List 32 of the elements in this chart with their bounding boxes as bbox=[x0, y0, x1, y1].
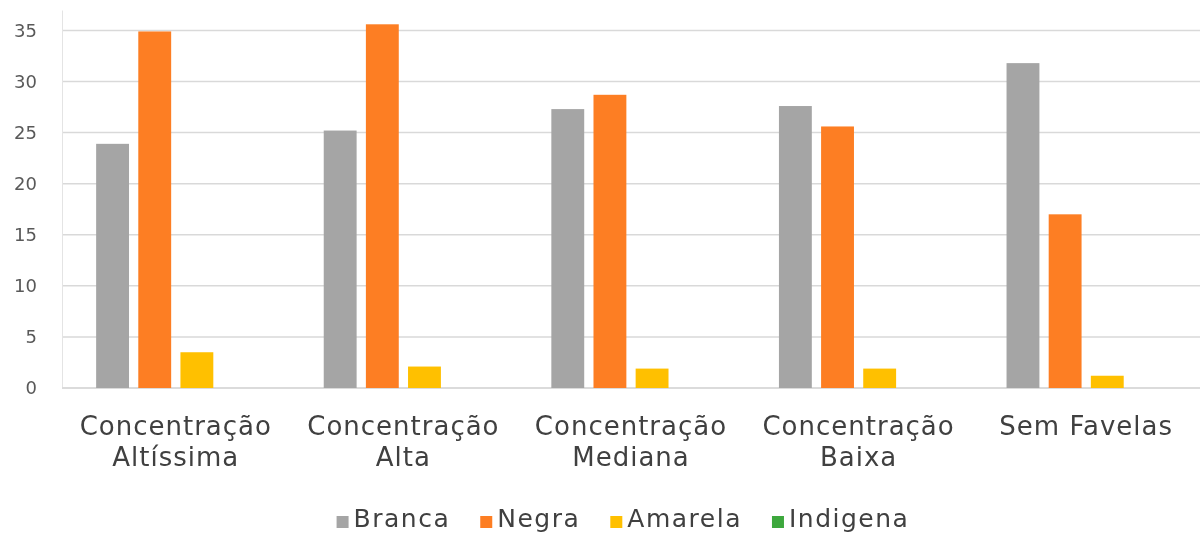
bar bbox=[593, 94, 627, 388]
y-tick-label: 10 bbox=[14, 275, 37, 297]
x-tick-label: Sem Favelas bbox=[999, 411, 1174, 441]
y-tick-label: 0 bbox=[25, 377, 37, 399]
legend-label: Indigena bbox=[788, 504, 910, 533]
bar bbox=[1090, 375, 1124, 388]
y-tick-label: 5 bbox=[25, 326, 37, 348]
x-tick-label: Concentração Mediana bbox=[534, 411, 728, 472]
x-tick-label: Concentração Baixa bbox=[762, 411, 955, 472]
y-tick-label: 25 bbox=[14, 121, 37, 143]
bar bbox=[863, 368, 897, 388]
legend-label: Negra bbox=[497, 504, 581, 533]
bar bbox=[138, 31, 172, 388]
bar bbox=[551, 109, 585, 388]
bar bbox=[408, 366, 441, 388]
bar bbox=[96, 143, 130, 388]
bar bbox=[635, 368, 669, 388]
y-tick-label: 15 bbox=[14, 224, 37, 246]
bar bbox=[180, 352, 214, 388]
x-tick-label: Concentração Altíssima bbox=[79, 411, 272, 472]
bar bbox=[1006, 63, 1040, 388]
bar bbox=[365, 24, 399, 388]
x-tick-label: Concentração Alta bbox=[307, 411, 500, 472]
legend-label: Branca bbox=[353, 504, 451, 533]
y-tick-label: 30 bbox=[14, 70, 37, 92]
legend-label: Amarela bbox=[627, 504, 742, 533]
y-tick-label: 20 bbox=[14, 172, 37, 194]
bar bbox=[323, 130, 357, 388]
bar bbox=[778, 106, 812, 388]
y-tick-label: 35 bbox=[14, 19, 37, 41]
bar bbox=[821, 126, 854, 388]
bar bbox=[1048, 214, 1082, 388]
